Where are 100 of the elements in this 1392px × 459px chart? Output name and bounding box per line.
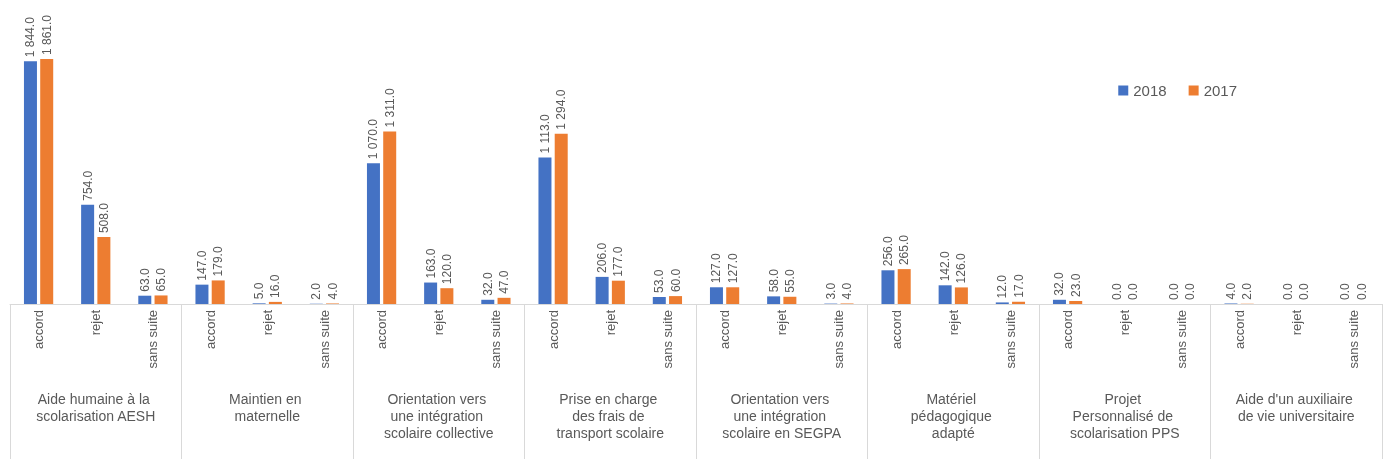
bar: [138, 295, 152, 304]
x-tick-label: accord: [888, 310, 904, 350]
data-label: 4.0: [840, 282, 855, 300]
data-label: 126.0: [954, 253, 969, 284]
bar: [40, 59, 54, 304]
bar: [195, 284, 209, 304]
x-tick-label: accord: [374, 310, 390, 350]
data-label: 508.0: [96, 202, 111, 234]
x-tick-label: rejet: [774, 309, 790, 336]
legend-label: 2017: [1203, 82, 1238, 99]
bar: [595, 276, 609, 304]
data-label: 63.0: [137, 268, 152, 292]
bar: [1052, 299, 1066, 304]
bar: [23, 61, 37, 304]
bar: [497, 297, 511, 304]
bar: [424, 282, 438, 304]
x-tick-label: rejet: [1117, 309, 1133, 336]
data-label: 32.0: [1052, 272, 1067, 296]
data-label: 65.0: [154, 267, 169, 292]
text: Aide humaine à la scolarisation AESH: [36, 390, 156, 424]
data-label: 4.0: [1223, 282, 1238, 300]
data-label: 2.0: [309, 282, 324, 300]
text: Aide d'un auxiliaire de vie universitaire: [1235, 390, 1357, 424]
data-label: 179.0: [211, 246, 226, 277]
x-tick-label: accord: [202, 310, 218, 350]
data-label: 0.0: [1297, 282, 1312, 300]
data-label: 60.0: [668, 268, 683, 293]
x-tick-label: rejet: [945, 309, 961, 336]
x-tick-label: rejet: [1288, 309, 1304, 336]
bar: [1012, 301, 1026, 304]
data-label: 127.0: [725, 252, 740, 284]
bar: [481, 299, 495, 304]
x-tick-label: rejet: [88, 309, 104, 336]
data-label: 177.0: [611, 246, 626, 277]
data-label: 1 844.0: [23, 16, 38, 58]
bar: [669, 296, 683, 304]
data-label: 1 070.0: [366, 118, 381, 160]
x-tick-label: accord: [1231, 310, 1247, 350]
data-label: 47.0: [497, 270, 512, 294]
bar: [211, 280, 225, 304]
bar: [440, 288, 454, 304]
bar: [954, 287, 968, 304]
x-tick-label: rejet: [431, 309, 447, 336]
data-label: 1 113.0: [537, 114, 552, 154]
data-label: 5.0: [252, 282, 267, 300]
bar: [652, 297, 666, 304]
bar: [709, 287, 723, 304]
data-label: 265.0: [897, 234, 912, 266]
data-label: 58.0: [766, 268, 781, 293]
text: Orientation vers une intégration scolaire en SEGPA: [722, 390, 842, 441]
data-label: 0.0: [1338, 282, 1353, 300]
bar: [767, 296, 781, 304]
data-label: 3.0: [823, 282, 838, 300]
data-label: 147.0: [194, 250, 209, 281]
bar: [881, 270, 895, 304]
data-label: 12.0: [995, 274, 1010, 299]
data-label: 754.0: [80, 170, 95, 201]
legend-label: 2018: [1133, 82, 1167, 99]
bar: [383, 131, 397, 304]
x-tick-label: rejet: [259, 309, 275, 336]
data-label: 32.0: [480, 272, 495, 296]
data-label: 0.0: [1183, 282, 1198, 300]
bar: [554, 133, 568, 304]
data-label: 0.0: [1125, 282, 1140, 300]
text: Maintien en maternelle: [229, 390, 306, 424]
x-tick-label: sans suite: [1174, 310, 1190, 369]
text: Orientation vers une intégration scolaire collective: [383, 390, 494, 441]
bar: [783, 296, 797, 304]
data-label: 256.0: [880, 235, 895, 267]
x-tick-label: sans suite: [488, 310, 504, 369]
bar: [726, 287, 740, 304]
x-tick-label: rejet: [602, 309, 618, 336]
data-label: 1 311.0: [382, 87, 397, 128]
data-label: 23.0: [1068, 273, 1083, 297]
bar: [1069, 300, 1083, 304]
data-label: 142.0: [938, 250, 953, 282]
x-tick-label: accord: [545, 310, 561, 350]
data-label: 0.0: [1281, 282, 1296, 300]
data-label: 2.0: [1240, 282, 1255, 300]
data-label: 16.0: [268, 274, 283, 298]
bar: [897, 269, 911, 304]
x-tick-label: sans suite: [831, 310, 847, 369]
x-tick-label: sans suite: [316, 310, 332, 369]
data-label: 0.0: [1354, 282, 1369, 300]
data-label: 120.0: [439, 253, 454, 285]
bar: [938, 285, 952, 304]
bar: [154, 295, 168, 304]
bar: [538, 157, 552, 304]
data-label: 127.0: [709, 252, 724, 284]
x-tick-label: sans suite: [659, 310, 675, 369]
x-tick-label: accord: [1060, 310, 1076, 350]
x-tick-label: sans suite: [1002, 310, 1018, 369]
data-label: 1 861.0: [39, 14, 54, 55]
data-label: 1 294.0: [554, 89, 569, 130]
x-tick-label: accord: [31, 310, 47, 350]
data-label: 206.0: [595, 242, 610, 273]
data-label: 53.0: [652, 269, 667, 294]
text: Matériel pédagogique adapté: [910, 390, 996, 441]
bar: [268, 301, 282, 304]
data-label: 163.0: [423, 248, 438, 279]
